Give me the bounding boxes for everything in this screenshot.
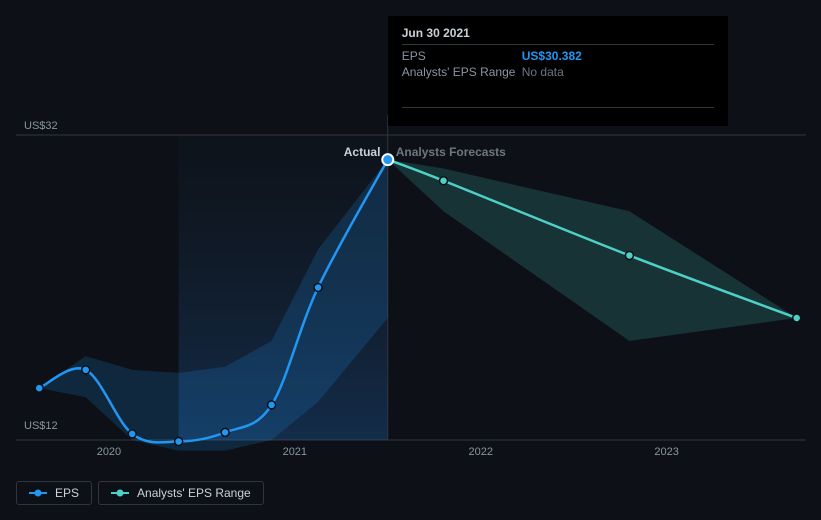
tooltip-divider: [402, 44, 714, 45]
chart-tooltip: Jun 30 2021 EPS US$30.382 Analysts' EPS …: [388, 16, 728, 126]
tooltip-value-eps: US$30.382: [522, 49, 582, 63]
tooltip-key-eps: EPS: [402, 49, 522, 63]
legend-item-range[interactable]: Analysts' EPS Range: [98, 481, 264, 505]
tooltip-key-range: Analysts' EPS Range: [402, 65, 522, 79]
legend-label-range: Analysts' EPS Range: [137, 486, 251, 500]
tooltip-value-range: No data: [522, 65, 564, 79]
y-tick-label-bottom: US$12: [24, 420, 58, 432]
legend-swatch-range: [111, 489, 129, 497]
legend-label-eps: EPS: [55, 486, 79, 500]
x-tick-label-2020: 2020: [97, 446, 121, 458]
chart-legend: EPS Analysts' EPS Range: [16, 481, 264, 505]
section-label-forecast: Analysts Forecasts: [396, 145, 506, 159]
tooltip-row-eps: EPS US$30.382: [402, 49, 714, 63]
tooltip-title: Jun 30 2021: [402, 26, 714, 40]
tooltip-row-range: Analysts' EPS Range No data: [402, 65, 714, 79]
y-tick-label-top: US$32: [24, 120, 58, 132]
section-label-actual: Actual: [344, 145, 381, 159]
x-tick-label-2021: 2021: [283, 446, 307, 458]
legend-swatch-eps: [29, 489, 47, 497]
legend-item-eps[interactable]: EPS: [16, 481, 92, 505]
x-tick-label-2023: 2023: [654, 446, 678, 458]
tooltip-bottom-divider: [402, 107, 714, 108]
x-tick-label-2022: 2022: [468, 446, 492, 458]
